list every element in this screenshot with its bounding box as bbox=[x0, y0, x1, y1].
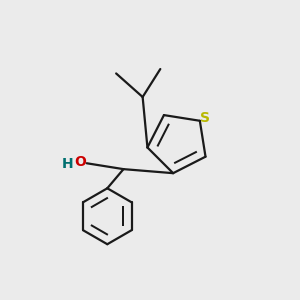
Text: O: O bbox=[74, 155, 86, 169]
Text: S: S bbox=[200, 111, 211, 125]
Text: H: H bbox=[62, 157, 74, 171]
